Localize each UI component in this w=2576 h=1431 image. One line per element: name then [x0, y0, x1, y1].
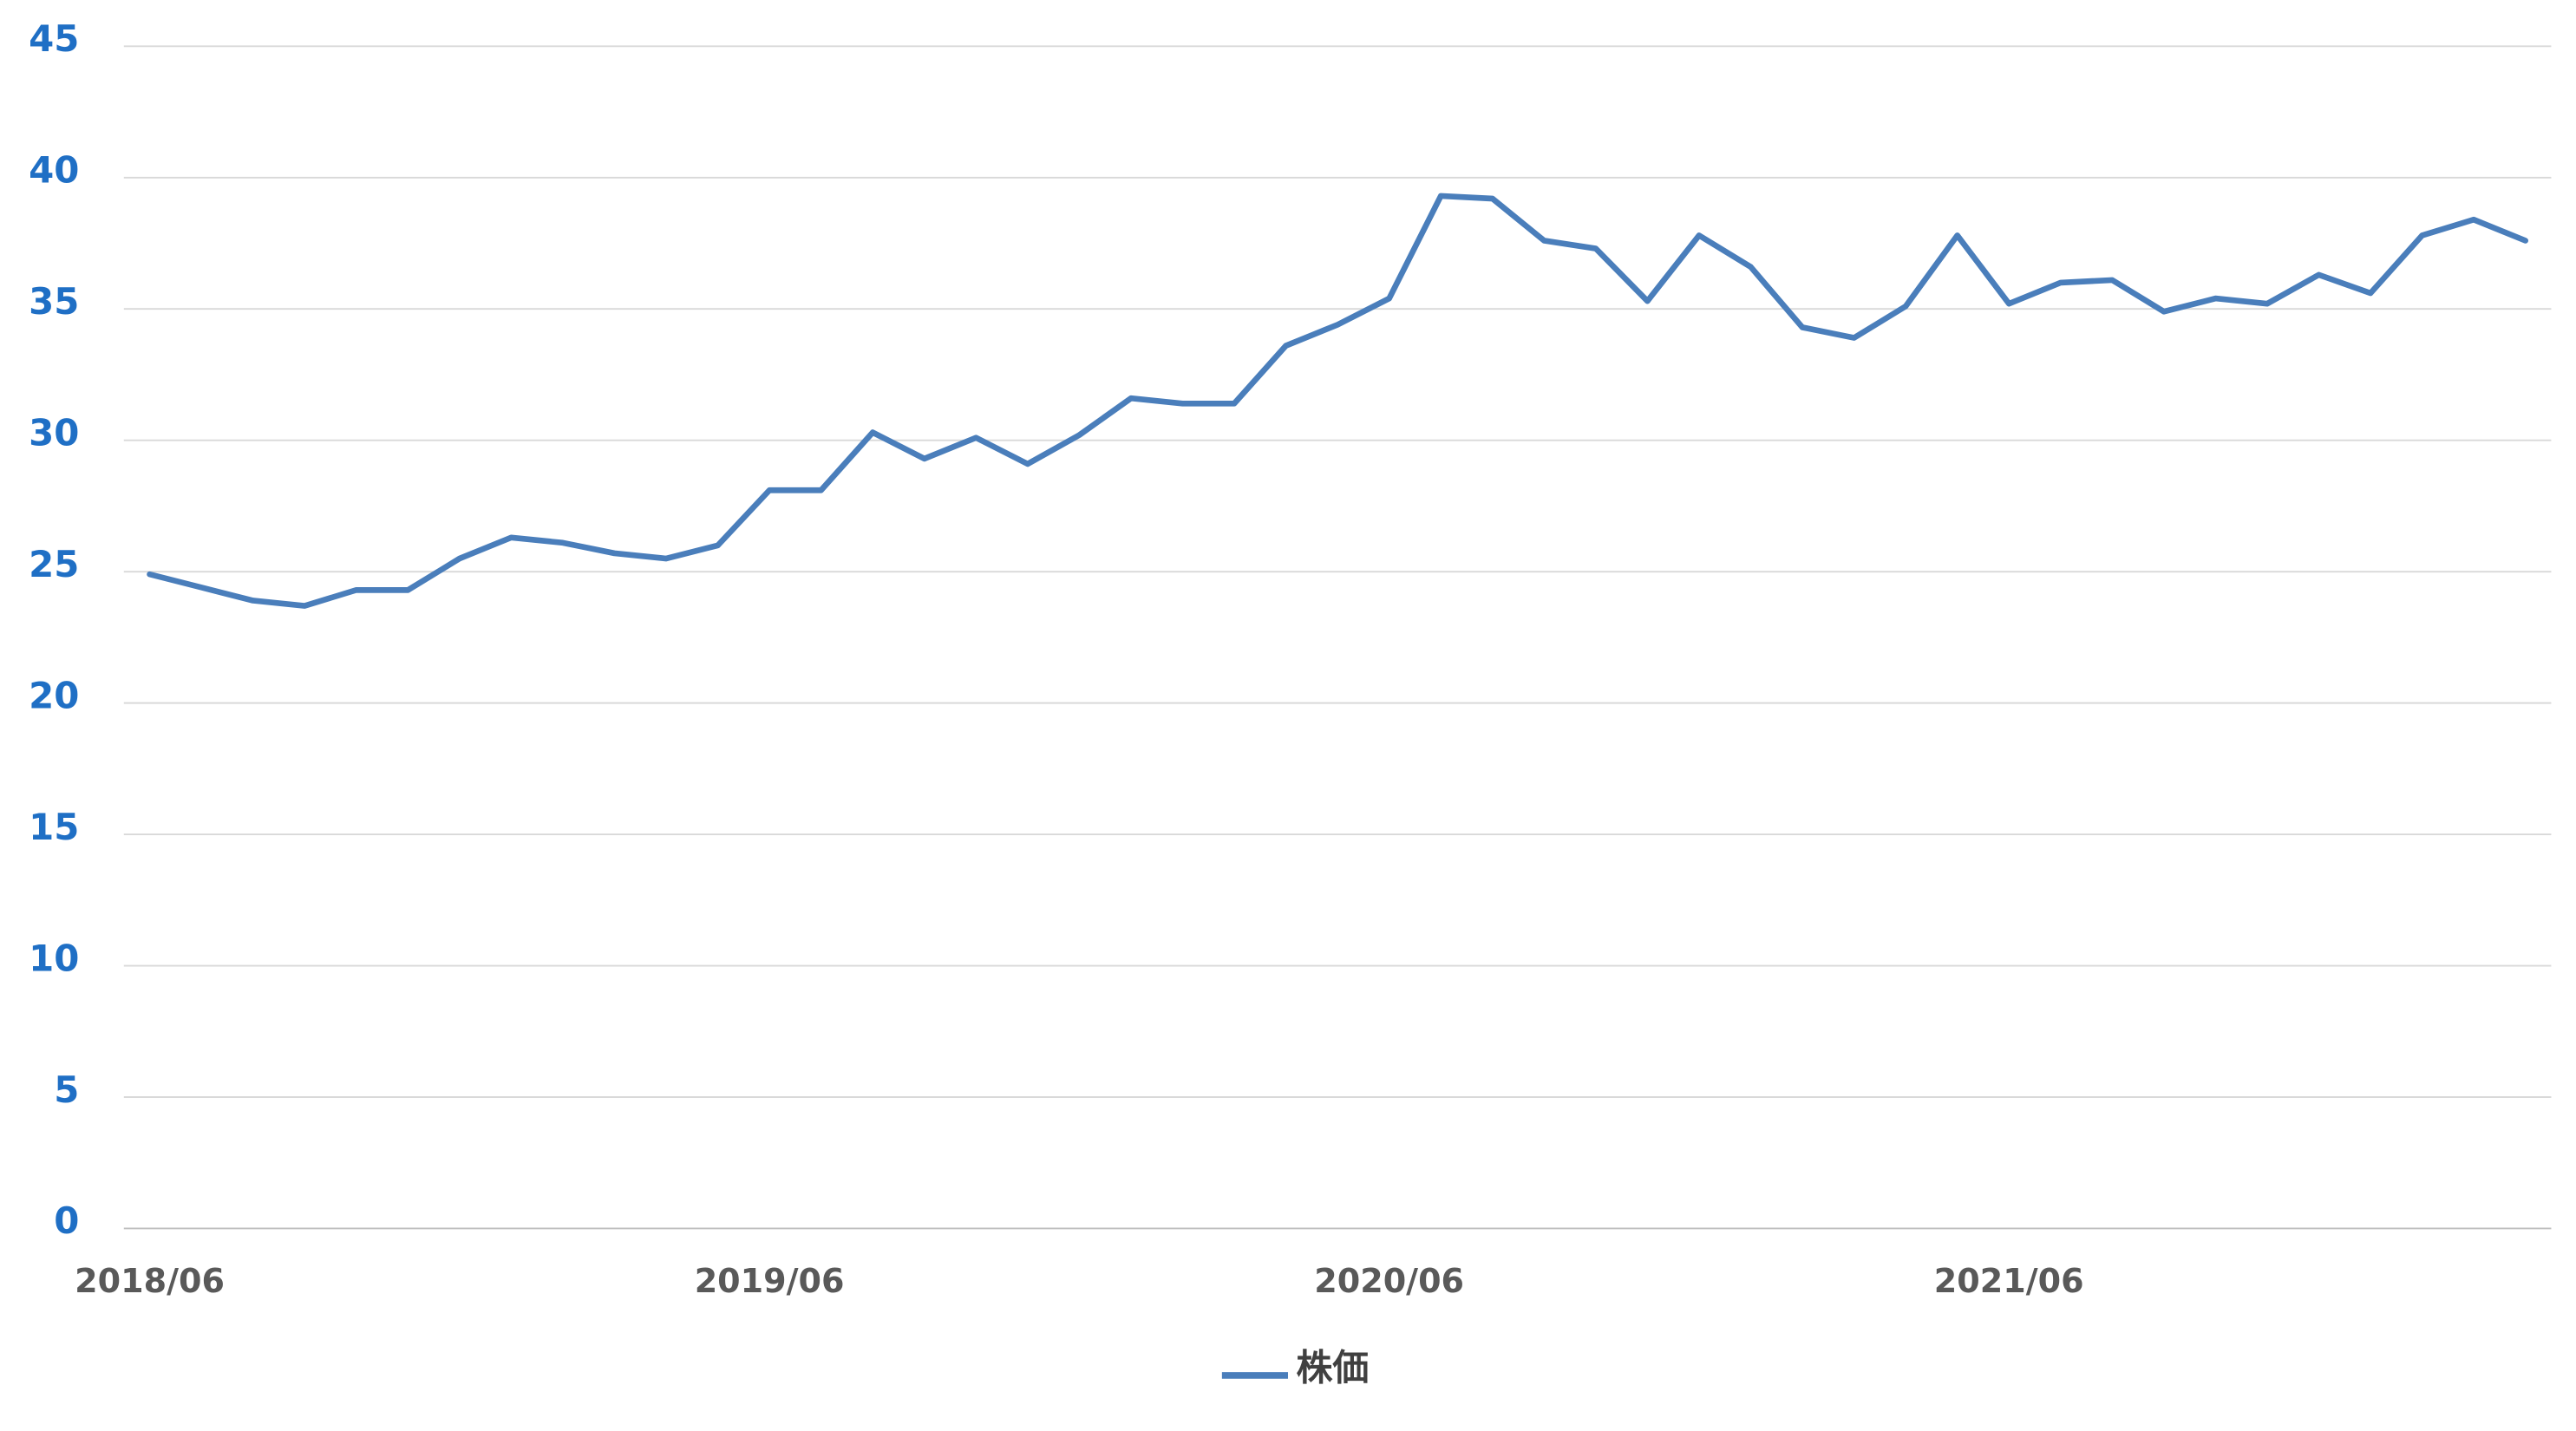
- y-tick-label: 0: [54, 1199, 79, 1242]
- y-tick-label: 20: [29, 674, 79, 716]
- y-tick-label: 35: [29, 280, 79, 323]
- x-tick-label: 2018/06: [75, 1262, 225, 1300]
- y-tick-label: 10: [29, 937, 79, 979]
- y-tick-label: 40: [29, 149, 79, 192]
- y-tick-label: 25: [29, 543, 79, 585]
- data-line: [147, 193, 2528, 609]
- x-tick-label: 2020/06: [1314, 1262, 1464, 1300]
- x-tick-label: 2021/06: [1934, 1262, 2084, 1300]
- y-tick-label: 5: [54, 1068, 79, 1111]
- y-tick-label: 30: [29, 411, 79, 454]
- y-tick-label: 45: [29, 17, 79, 60]
- legend-label: 株価: [1297, 1347, 1370, 1389]
- y-tick-label: 15: [29, 806, 79, 848]
- x-tick-label: 2019/06: [695, 1262, 845, 1300]
